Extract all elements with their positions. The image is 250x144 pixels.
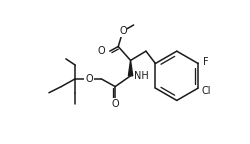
Text: F: F xyxy=(202,57,207,67)
Text: O: O xyxy=(85,74,92,84)
Text: O: O xyxy=(111,98,118,109)
Text: Cl: Cl xyxy=(201,86,210,96)
Text: O: O xyxy=(118,26,126,36)
Text: O: O xyxy=(97,46,105,56)
Text: NH: NH xyxy=(134,71,148,81)
Polygon shape xyxy=(128,60,132,76)
